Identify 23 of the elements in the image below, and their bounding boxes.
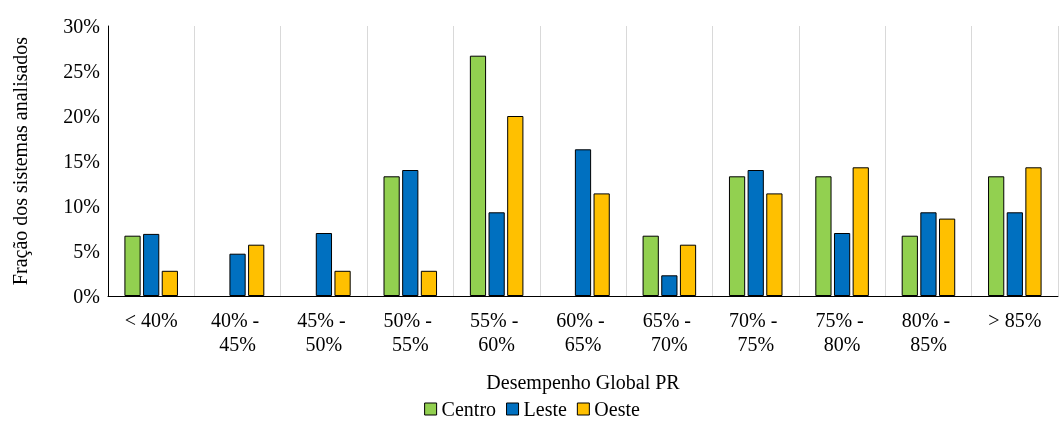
x-tick-label: 50% - 55%: [383, 309, 437, 355]
x-tick-label: 80% - 85%: [901, 309, 956, 355]
x-tick-label: 40% - 45%: [210, 309, 265, 355]
x-tick-label: 70% - 75%: [729, 309, 783, 355]
x-tick-label: < 40%: [124, 309, 178, 331]
y-tick-label: 20%: [63, 105, 100, 127]
x-tick-label: 55% - 60%: [469, 309, 524, 355]
y-tick-label: 10%: [63, 195, 100, 217]
x-tick-label: 65% - 70%: [642, 309, 697, 355]
x-tick-label: 75% - 80%: [815, 309, 869, 355]
x-axis-title: Desempenho Global PR: [486, 371, 681, 394]
legend-label: Oeste: [594, 398, 641, 420]
y-tick-label: 0%: [73, 285, 100, 307]
y-tick-label: 25%: [63, 60, 100, 82]
y-tick-label: 30%: [63, 15, 100, 37]
y-tick-label: 15%: [63, 150, 100, 172]
x-tick-label: 60% - 65%: [556, 309, 610, 355]
x-tick-label: 45% - 50%: [297, 309, 351, 355]
y-tick-label: 5%: [73, 240, 100, 262]
legend-label: Leste: [523, 398, 567, 420]
y-axis-title: Fração dos sistemas analisados: [9, 36, 32, 286]
legend-label: Centro: [441, 398, 497, 420]
x-tick-label: > 85%: [988, 309, 1042, 331]
